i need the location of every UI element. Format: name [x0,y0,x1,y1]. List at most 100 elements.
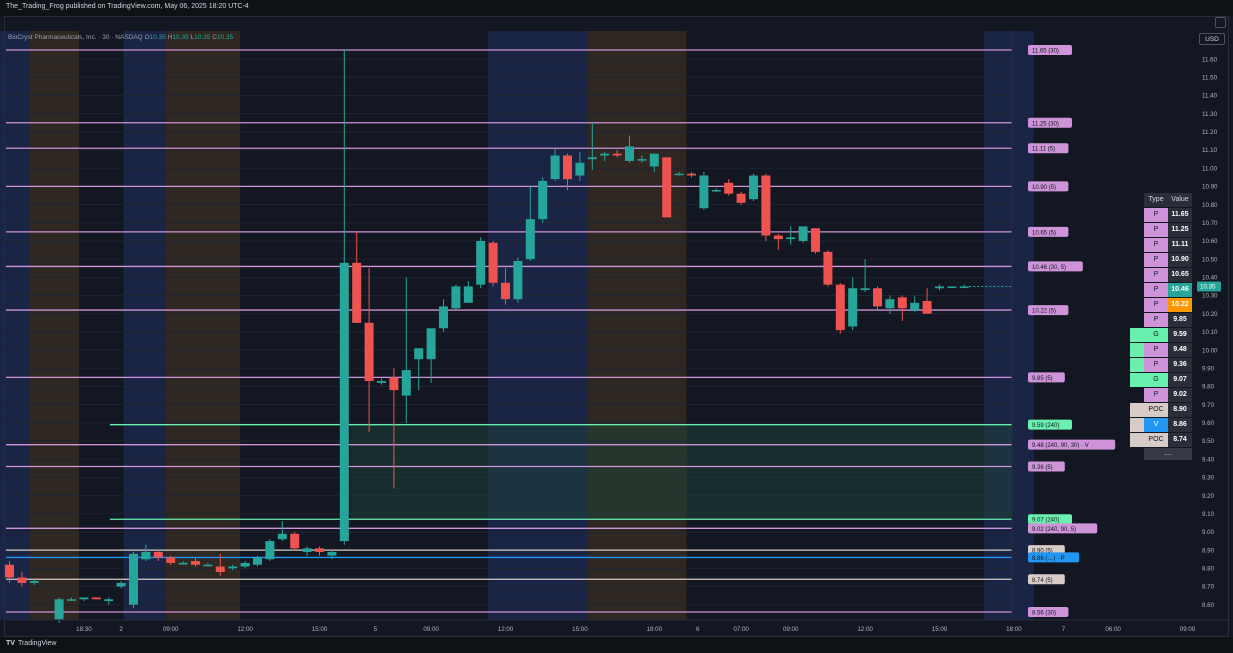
y-tick-label: 10.90 [1202,184,1218,191]
ohlc-close: 10.35 [216,34,234,41]
level-tag [1028,523,1098,534]
candle-body [389,377,399,391]
level-label: 11.25 (30) [1032,121,1059,127]
y-tick-label: 11.50 [1202,74,1218,81]
candle-body [215,566,225,572]
level-tag [1028,574,1065,585]
row-value: 9.59 [1168,328,1192,342]
level-tag [1028,461,1065,472]
candle-body [228,566,238,569]
level-tag [1028,305,1069,316]
candle-body [612,153,622,156]
row-value: 10.46 [1168,283,1192,297]
table-row: POC 8.90 [1130,403,1192,417]
candle-body [897,297,907,309]
table-row: P 11.65 [1130,208,1192,222]
x-tick-label: 18:00 [647,626,663,633]
y-tick-label: 11.10 [1202,147,1218,154]
row-marker [1130,418,1144,432]
y-tick-label: 10.70 [1202,220,1218,227]
candle-body [513,260,523,300]
candle-body [290,533,300,549]
table-more-button[interactable]: ... [1144,448,1192,460]
candle-body [116,582,126,587]
y-tick-label: 8.80 [1202,566,1215,573]
x-tick-label: 7 [1062,626,1066,633]
candle-body [315,548,324,552]
candle-body [339,262,349,542]
y-tick-label: 10.20 [1202,311,1218,318]
candle-body [17,577,27,583]
session-band [0,31,30,620]
ohlc-close-label: C [212,34,217,41]
y-tick-label: 8.70 [1202,584,1215,591]
row-value: 11.65 [1168,208,1192,222]
candle-body [414,348,424,360]
candle-body [178,562,188,565]
x-tick-label: 09:00 [163,626,179,633]
candle-body [935,286,944,289]
x-tick-label: 12:00 [857,626,873,633]
candle-body [240,562,250,567]
row-type: G [1144,373,1168,387]
y-tick-label: 10.30 [1202,293,1218,300]
level-tag [1028,552,1080,563]
y-tick-label: 9.90 [1202,365,1215,372]
y-tick-label: 11.40 [1202,93,1218,100]
candle-body [476,240,486,285]
last-price-tag [1197,281,1221,292]
level-label: 9.36 (5) [1032,465,1053,471]
last-price-label: 10.35 [1200,284,1216,291]
y-tick-label: 9.70 [1202,402,1215,409]
currency-button[interactable]: USD [1199,33,1225,45]
ohlc-open: 10.35 [149,34,166,41]
level-tag [1028,117,1072,128]
x-tick-label: 18:30 [76,626,92,633]
candle-body [786,237,796,240]
level-tag [1028,607,1069,617]
row-value: 8.90 [1168,403,1192,417]
ohlc-low-label: L [190,34,195,41]
level-label: 9.48 (240, 90, 30) · V [1032,443,1089,449]
row-value: 9.48 [1168,343,1192,357]
table-row: P 10.65 [1130,268,1192,282]
session-band [488,31,588,620]
x-tick-label: 2 [119,626,123,633]
row-marker [1130,373,1144,387]
x-tick-label: 12:00 [237,626,253,633]
publisher-line: The_Trading_Frog published on TradingVie… [6,3,249,10]
row-type: P [1144,313,1168,327]
session-band [29,31,79,620]
window-control[interactable] [1215,17,1226,28]
row-value: 10.22 [1168,298,1192,312]
level-label: 8.56 (30) [1032,611,1056,617]
candle-body [649,153,659,167]
ohlc-high: 10.35 [172,34,189,41]
row-type: P [1144,268,1168,282]
y-tick-label: 9.60 [1202,420,1215,427]
candle-body [91,597,101,600]
row-value: 10.90 [1168,253,1192,267]
y-tick-label: 9.50 [1202,438,1215,445]
row-type: P [1144,388,1168,402]
candle-body [364,322,374,382]
tv-logo-icon: TV [6,640,15,647]
candle-body [860,288,870,291]
table-row: P 10.90 [1130,253,1192,267]
tradingview-logo[interactable]: TV TradingView [6,640,56,647]
candle-body [265,541,275,560]
candle-body [5,564,14,578]
candle-body [141,551,151,560]
candle-body [674,173,684,176]
row-type: G [1144,328,1168,342]
x-tick-label: 15:00 [932,626,948,633]
table-row: G 9.07 [1130,373,1192,387]
candle-body [277,533,287,540]
row-marker [1130,343,1144,357]
level-tag [1028,372,1065,383]
candle-body [662,157,672,218]
candle-body [166,557,176,563]
candle-body [848,288,858,327]
row-value: 8.86 [1168,418,1192,432]
